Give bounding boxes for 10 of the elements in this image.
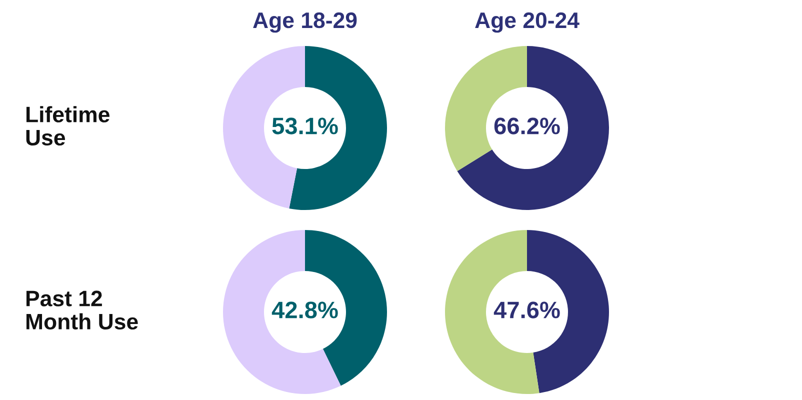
- chart-title: Age 18-29: [253, 12, 357, 33]
- data-label: 53.1%: [272, 118, 338, 134]
- data-label: 47.6%: [494, 302, 560, 318]
- chart-title: Age 20-24: [475, 12, 580, 33]
- data-label: 66.2%: [494, 118, 560, 134]
- data-label: 42.8%: [272, 302, 338, 318]
- donut-slice: [223, 230, 341, 394]
- donut-slice: [457, 46, 609, 210]
- text: Past 12 Month Use: [26, 290, 138, 330]
- text: Lifetime Use: [26, 106, 110, 146]
